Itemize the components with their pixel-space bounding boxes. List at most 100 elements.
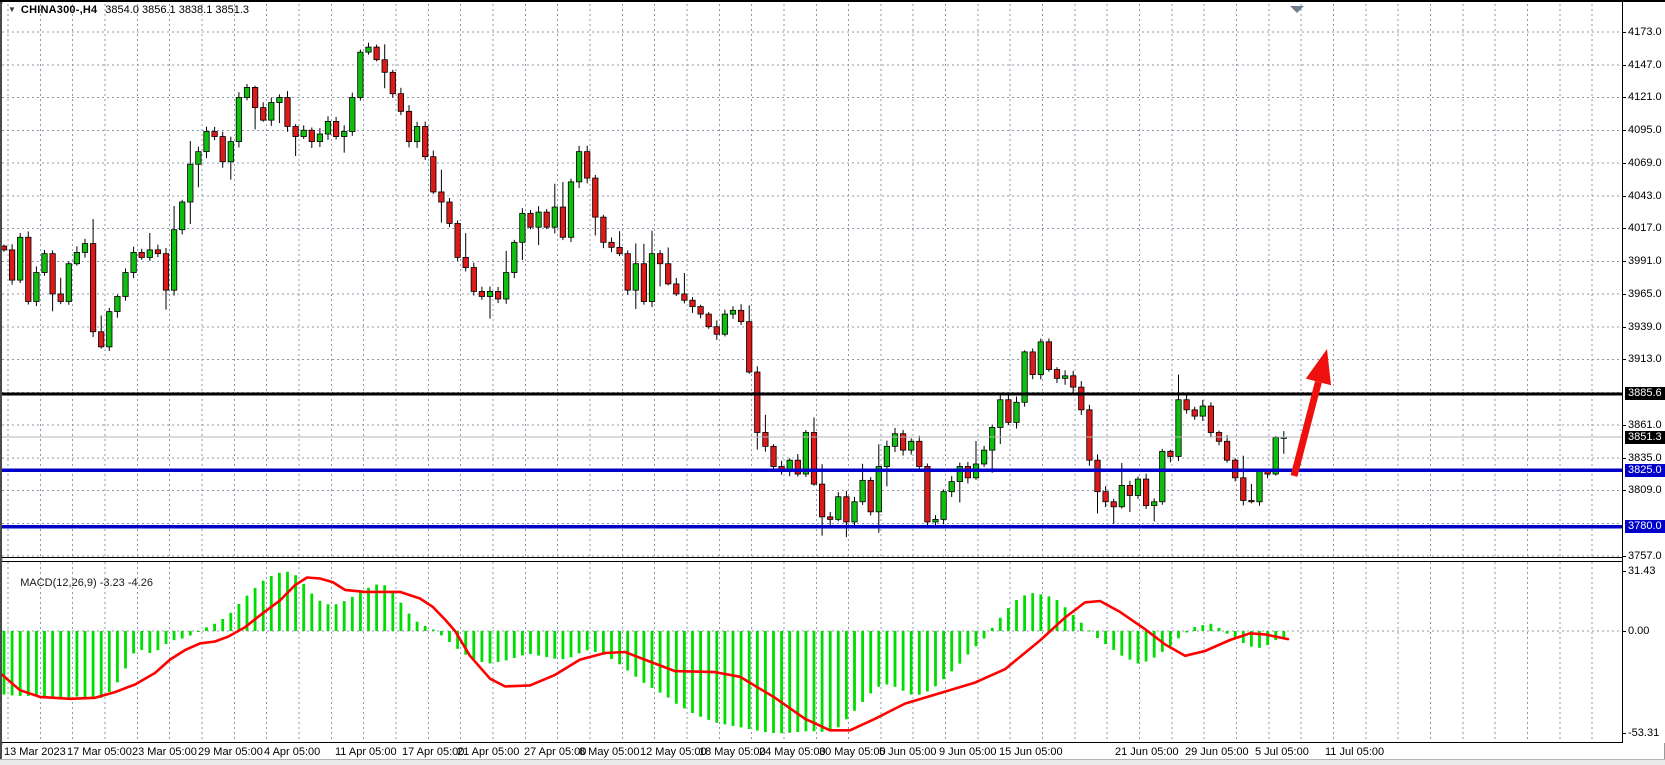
macd-histogram-bar [755,631,759,731]
candle-body [1199,405,1206,417]
candle-body [413,126,421,142]
macd-histogram-bar [59,631,63,700]
macd-histogram-bar [569,631,573,658]
macd-canvas[interactable] [2,562,1622,742]
candle-body [422,126,429,158]
candle-body [292,126,299,137]
candle-body [1191,409,1198,417]
price-tick-mark [1622,195,1626,197]
candle-body [1053,369,1061,379]
macd-histogram-bar [707,631,711,720]
candle-body [535,211,542,228]
macd-histogram-bar [1015,599,1018,631]
candle-body [1151,501,1158,506]
macd-histogram-bar [504,631,508,661]
macd-histogram-bar [107,631,111,692]
macd-histogram-bar [1233,631,1237,640]
candle-body [948,481,955,493]
candle-body [365,46,372,53]
macd-histogram-bar [51,631,54,699]
candle-body [746,321,753,373]
macd-histogram-bar [1258,631,1261,648]
trend-arrow-head[interactable] [1305,349,1331,386]
macd-histogram-bar [132,631,135,654]
candle-body [851,501,858,523]
macd-histogram-bar [934,631,937,687]
trend-arrow-shaft[interactable] [1290,381,1322,477]
macd-histogram-bar [91,631,95,700]
date-tick-label: 21 Apr 05:00 [457,746,520,758]
symbol-dropdown-icon[interactable]: ▼ [8,5,16,14]
macd-histogram-bar [286,571,289,631]
macd-histogram-bar [1096,631,1099,639]
candle-body [891,433,899,447]
macd-histogram-bar [869,631,873,694]
candle-body [276,97,283,103]
panel-separator-bottom[interactable] [2,561,1622,562]
macd-histogram-bar [116,631,119,683]
macd-histogram-bar [731,631,735,726]
macd-histogram-bar [350,596,354,631]
chart-shift-marker-icon[interactable] [1290,6,1304,13]
candle-body [567,181,575,238]
price-tick-label: 4069.0 [1628,156,1662,169]
candle-body [859,479,866,503]
candle-body [989,427,996,451]
macd-histogram-bar [448,631,451,642]
macd-histogram-bar [188,631,192,636]
macd-histogram-bar [545,631,549,658]
candle-body [648,253,656,302]
macd-histogram-bar [593,631,597,652]
candle-body [446,201,453,224]
price-axis[interactable]: 4173.0 4147.0 4121.0 4095.0 4069.0 4043.0 4017… [1622,2,1665,743]
candle-body [454,223,461,258]
date-tick-label: 9 Jun 05:00 [939,746,997,758]
candle-body [486,291,494,297]
candle-body [1094,459,1101,493]
candle-body [308,129,315,142]
candle-body [624,253,631,291]
macd-panel[interactable] [2,562,1622,742]
macd-main-value: -3.23 [99,577,125,589]
window-bottom-strip [0,759,1665,765]
price-tick-mark [1622,326,1626,328]
candle-body [584,151,591,179]
macd-histogram-bar [1201,625,1205,631]
macd-histogram-bar [205,627,208,631]
macd-histogram-bar [172,631,176,641]
macd-histogram-bar [674,631,678,704]
macd-histogram-bar [739,631,743,728]
macd-histogram-bar [431,629,435,631]
trend-arrow[interactable] [1290,349,1331,477]
macd-histogram-bar [415,621,419,631]
macd-histogram-bar [966,631,970,655]
price-chart-canvas[interactable] [2,4,1622,557]
date-tick-label: 13 Mar 2023 [4,746,66,758]
date-tick-label: 17 Apr 05:00 [402,746,465,758]
macd-histogram-bar [156,631,160,651]
macd-histogram-bar [1225,631,1229,634]
candle-body [179,201,186,231]
candle-body [1013,401,1020,423]
price-tick-label: 4173.0 [1628,26,1662,38]
candle-body [146,249,153,258]
date-tick-label: 11 Jul 05:00 [1325,746,1385,758]
macd-histogram-bar [375,584,378,631]
candle-body [1248,500,1255,503]
candle-body [260,107,267,121]
candle-body [162,253,170,291]
price-tick-label: 4121.0 [1628,91,1662,104]
price-chart-panel[interactable] [2,4,1622,557]
macd-histogram-bar [853,631,856,711]
time-axis[interactable]: 13 Mar 2023 17 Mar 05:00 23 Mar 05:00 29 Ma… [2,745,1622,759]
macd-histogram-bar [18,631,22,696]
candle-body [1037,341,1044,375]
candle-body [397,93,405,112]
macd-histogram-bar [537,631,540,656]
macd-histogram-bar [464,631,468,655]
price-tick-mark [1622,261,1626,263]
candle-body [576,151,583,183]
candle-body [300,129,307,137]
candle-body [49,253,56,295]
